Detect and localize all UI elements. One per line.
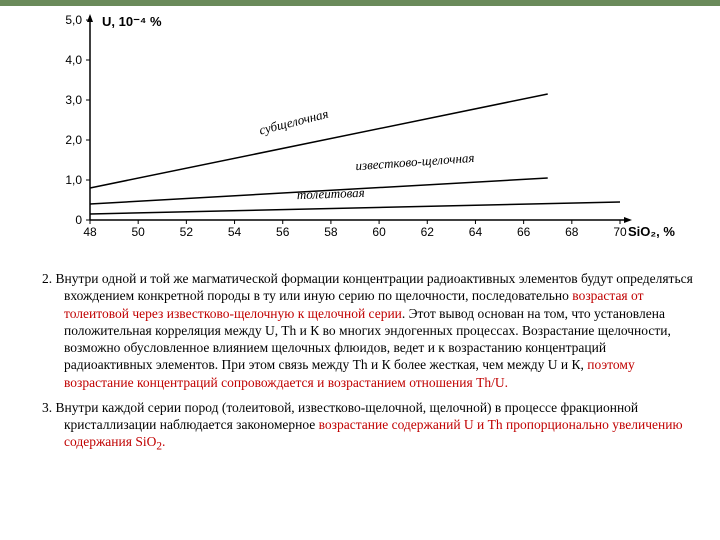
y-tick-label: 1,0	[65, 173, 82, 187]
x-tick-label: 68	[565, 225, 579, 239]
paragraph-number: 2.	[42, 271, 52, 286]
x-tick-label: 50	[132, 225, 146, 239]
chart-container: 0 1,0 2,0 3,0 4,0 5,0 48 50 52 54 56 58 60 62 64 66 68 70…	[40, 10, 680, 250]
x-tick-label: 54	[228, 225, 242, 239]
text-content: 2. Внутри одной и той же магматической ф…	[24, 270, 696, 462]
top-accent-bar	[0, 0, 720, 6]
line-chart: 0 1,0 2,0 3,0 4,0 5,0 48 50 52 54 56 58 60 62 64 66 68 70…	[40, 10, 680, 250]
y-axis-label: U, 10⁻⁴ %	[102, 14, 162, 29]
x-tick-label: 62	[421, 225, 435, 239]
paragraph-number: 3.	[42, 400, 52, 415]
series-label: субщелочная	[258, 106, 330, 138]
x-tick-label: 64	[469, 225, 483, 239]
x-tick-label: 66	[517, 225, 531, 239]
y-tick-label: 5,0	[65, 13, 82, 27]
x-tick-label: 56	[276, 225, 290, 239]
y-tick-label: 0	[75, 213, 82, 227]
y-tick-label: 4,0	[65, 53, 82, 67]
series-label: толеитовая	[297, 185, 365, 202]
paragraph-2: 2. Внутри одной и той же магматической ф…	[24, 270, 696, 391]
text-run: .	[162, 434, 165, 449]
x-tick-label: 70	[613, 225, 627, 239]
y-tick-label: 3,0	[65, 93, 82, 107]
x-axis-label: SiO₂, %	[628, 224, 675, 239]
y-tick-label: 2,0	[65, 133, 82, 147]
x-tick-label: 58	[324, 225, 338, 239]
x-tick-label: 60	[372, 225, 386, 239]
x-tick-label: 52	[180, 225, 194, 239]
series-label: известково-щелочная	[355, 150, 475, 173]
paragraph-3: 3. Внутри каждой серии пород (толеитовой…	[24, 399, 696, 455]
x-tick-label: 48	[83, 225, 97, 239]
series-line	[90, 202, 620, 214]
slide-page: { "chart": { "type": "line", "y_axis_lab…	[0, 0, 720, 540]
